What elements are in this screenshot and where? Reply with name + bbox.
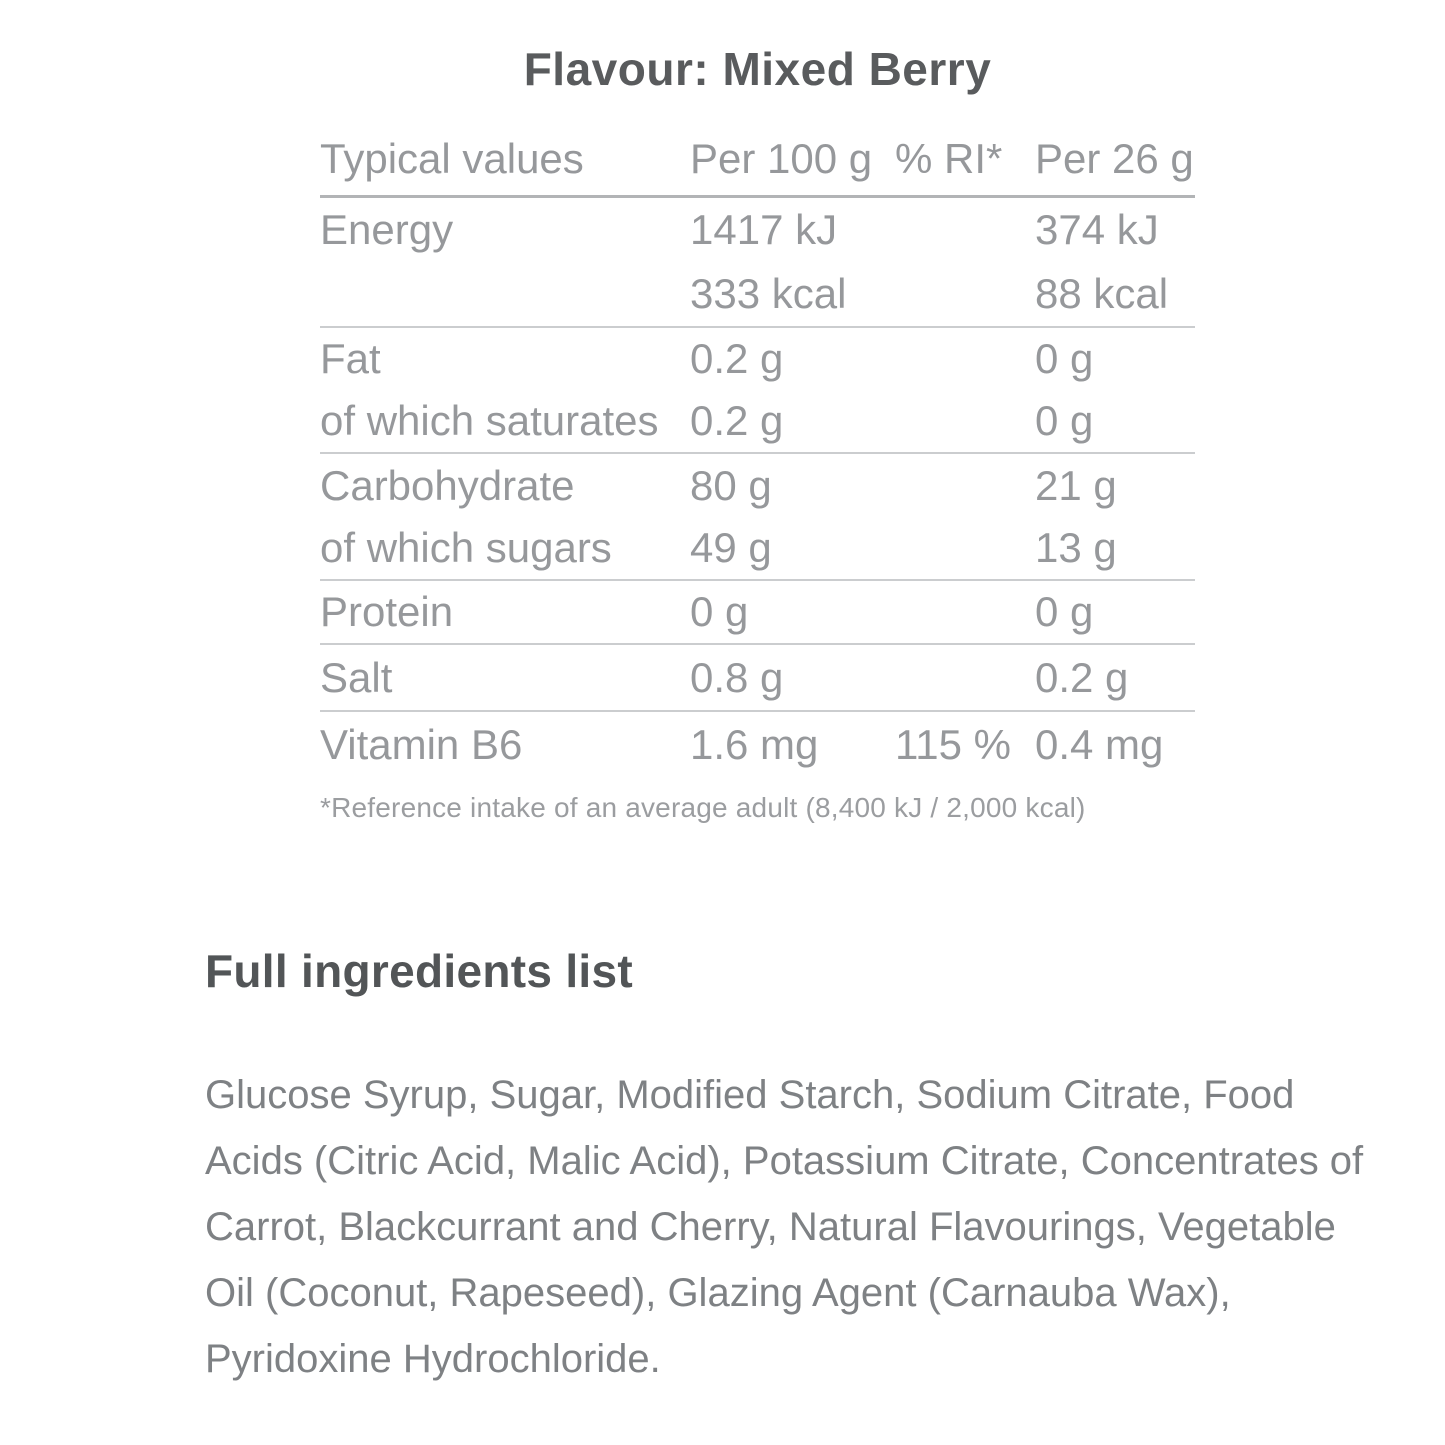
cell-per26: 88 kcal	[1035, 270, 1169, 317]
table-row-salt: Salt 0.8 g 0.2 g	[320, 645, 1195, 710]
row-label: Carbohydrate	[320, 461, 575, 509]
cell-per100: 1417 kJ	[690, 206, 838, 253]
cell-per100: 333 kcal	[690, 270, 847, 317]
col-header-ri: % RI*	[895, 134, 1003, 182]
cell-per26: 13 g	[1035, 524, 1117, 571]
cell-per26: 0 g	[1035, 335, 1094, 382]
col-header-typical-values: Typical values	[320, 134, 584, 182]
cell-per26: 0 g	[1035, 397, 1094, 444]
table-row-protein: Protein 0 g 0 g	[320, 581, 1195, 643]
cell-per26: 374 kJ	[1035, 206, 1159, 253]
table-divider	[320, 643, 1195, 645]
cell-per100: 1.6 mg	[690, 721, 819, 768]
table-divider	[320, 326, 1195, 328]
row-label: Protein	[320, 588, 454, 635]
table-row-energy: Energy 1417 kJ 374 kJ	[320, 198, 1195, 262]
cell-ri: 115 %	[895, 721, 1011, 768]
row-label: of which sugars	[320, 524, 612, 571]
nutrition-table: Typical values Per 100 g % RI* Per 26 g …	[320, 122, 1195, 824]
ingredients-text: Glucose Syrup, Sugar, Modified Starch, S…	[205, 1073, 1364, 1381]
table-row-saturates: of which saturates 0.2 g 0 g	[320, 390, 1195, 452]
cell-per100: 0.2 g	[690, 335, 784, 382]
cell-per100: 80 g	[690, 461, 772, 509]
table-row-energy-kcal: 333 kcal 88 kcal	[320, 262, 1195, 326]
cell-per100: 0 g	[690, 588, 749, 635]
row-label: of which saturates	[320, 397, 659, 444]
col-header-per-100g: Per 100 g	[690, 134, 873, 182]
table-row-carbohydrate: Carbohydrate 80 g 21 g	[320, 454, 1195, 517]
table-row-vitamin-b6: Vitamin B6 1.6 mg 115 % 0.4 mg	[320, 712, 1195, 778]
cell-per100: 49 g	[690, 524, 772, 571]
table-footnote: *Reference intake of an average adult (8…	[320, 792, 1086, 823]
cell-per26: 0 g	[1035, 588, 1094, 635]
row-label: Fat	[320, 335, 381, 382]
table-row-fat: Fat 0.2 g 0 g	[320, 328, 1195, 390]
row-label: Energy	[320, 206, 454, 253]
table-divider	[320, 710, 1195, 712]
table-header-row: Typical values Per 100 g % RI* Per 26 g	[320, 122, 1195, 195]
ingredients-heading: Full ingredients list	[205, 945, 634, 997]
col-header-per-26g: Per 26 g	[1035, 134, 1194, 182]
table-row-sugars: of which sugars 49 g 13 g	[320, 517, 1195, 579]
table-divider	[320, 579, 1195, 581]
page-title: Flavour: Mixed Berry	[523, 43, 992, 95]
cell-per26: 0.4 mg	[1035, 721, 1164, 768]
row-label: Salt	[320, 653, 393, 701]
cell-per100: 0.2 g	[690, 397, 784, 444]
cell-per26: 21 g	[1035, 461, 1117, 509]
table-divider	[320, 195, 1195, 198]
cell-per26: 0.2 g	[1035, 653, 1129, 701]
row-label: Vitamin B6	[320, 721, 523, 768]
cell-per100: 0.8 g	[690, 653, 784, 701]
table-divider	[320, 452, 1195, 454]
